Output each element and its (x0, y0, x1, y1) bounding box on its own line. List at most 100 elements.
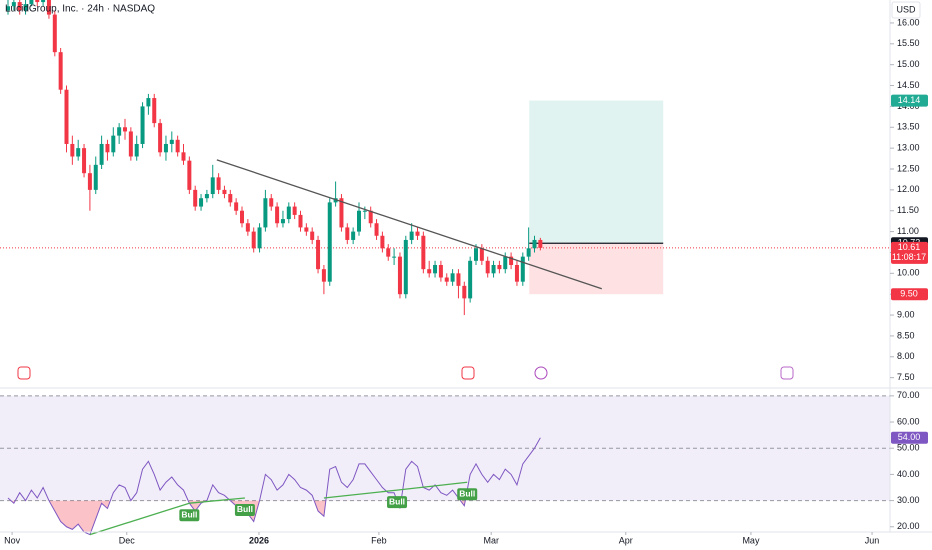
candle-body (509, 256, 514, 265)
y-tick-label: 30.00 (897, 495, 920, 505)
y-tick-label: 8.00 (897, 351, 915, 361)
candle-body (105, 143, 110, 153)
divergence-label: Bull (181, 509, 197, 519)
candle-body (491, 264, 496, 274)
candle-body (503, 256, 508, 270)
y-tick-label: 14.50 (897, 80, 920, 90)
candle-body (310, 231, 315, 240)
candle-body (526, 248, 531, 257)
price-tag (891, 288, 928, 301)
candle-body (17, 2, 22, 11)
y-tick-label: 13.00 (897, 143, 920, 153)
candle-body (123, 127, 127, 132)
divergence-label: Bull (237, 504, 253, 514)
candle-body (386, 248, 391, 257)
price-pane (0, 0, 890, 316)
y-tick-label: 70.00 (897, 390, 920, 400)
candle-body (158, 123, 163, 153)
rsi-oversold-fill (8, 500, 541, 532)
x-tick-label: 2026 (249, 535, 269, 545)
candle-body (140, 106, 145, 144)
candle-body (316, 239, 321, 270)
currency-box[interactable] (891, 1, 921, 19)
candle-body (538, 239, 543, 248)
candle-body (380, 235, 385, 249)
candle-body (438, 264, 443, 278)
candle-body (163, 143, 168, 153)
rsi-tag (891, 431, 928, 444)
x-tick-label: Jun (865, 535, 880, 545)
x-tick-label: Feb (371, 535, 387, 545)
y-tick-label: 40.00 (897, 469, 920, 479)
candle-body (339, 198, 344, 228)
candle-body (11, 2, 16, 7)
divergence-label: Bull (389, 496, 405, 506)
candle-body (485, 260, 490, 274)
candle-body (269, 198, 274, 207)
price-tag-label: 10.61 (898, 242, 921, 252)
divergence-label: Bull (459, 489, 475, 499)
countdown: 11:08:17 (892, 252, 926, 262)
candle-body (345, 227, 350, 240)
candle-body (351, 231, 356, 240)
candle-body (462, 285, 467, 299)
candle-body (362, 210, 367, 212)
earnings-icon[interactable] (780, 366, 794, 380)
x-tick-label: Apr (619, 535, 633, 545)
rsi-pane: Bull Bull Bull Bull (0, 395, 890, 536)
price-tag (891, 241, 928, 264)
y-tick-label: 13.50 (897, 122, 920, 132)
candle-body (275, 206, 280, 224)
y-tick-label: 9.00 (897, 309, 915, 319)
earnings-icon[interactable] (461, 366, 475, 380)
event-icons (17, 366, 794, 380)
candle-body (234, 202, 239, 211)
y-tick-label: 12.00 (897, 184, 920, 194)
candle-body (298, 214, 303, 228)
price-tag (891, 94, 928, 107)
candle-body (175, 139, 180, 153)
y-tick-label: 10.00 (897, 268, 920, 278)
price-tag-label: 14.14 (898, 95, 921, 105)
candle-body (93, 164, 98, 190)
rsi-tag-label: 54.00 (898, 432, 921, 442)
candle-body (251, 231, 256, 249)
trendline (216, 159, 602, 290)
divergence-line (189, 497, 245, 504)
candle-body (433, 264, 438, 274)
earnings-icon[interactable] (17, 366, 31, 380)
x-tick-label: Nov (4, 535, 21, 545)
candle-body (64, 89, 69, 144)
candle-body (117, 127, 122, 136)
candle-body (23, 4, 28, 11)
candle-body (187, 160, 192, 190)
candle-body (29, 0, 34, 5)
divergence-line (396, 481, 468, 491)
candle-body (128, 131, 133, 157)
candle-body (228, 194, 233, 203)
rsi-line (7, 437, 541, 536)
candle-body (520, 256, 525, 282)
candle-body (280, 219, 285, 224)
dividend-icon[interactable] (534, 366, 548, 380)
candle-body (444, 277, 449, 282)
candle-body (87, 173, 92, 190)
candle-body (169, 139, 174, 144)
candle-body (304, 227, 309, 232)
candle-body (497, 264, 502, 270)
candle-body (134, 143, 139, 157)
candle-body (368, 210, 373, 224)
candle-body (374, 223, 379, 236)
divergence-line (89, 502, 190, 536)
price-tag-label: 9.50 (900, 289, 918, 299)
candle-body (210, 177, 215, 195)
candle-body (216, 177, 221, 190)
y-tick-label: 7.50 (897, 372, 915, 382)
y-tick-label: 15.50 (897, 38, 920, 48)
divergence-badge (387, 496, 408, 509)
candle-body (58, 52, 63, 90)
candle-body (82, 148, 87, 174)
candle-body (392, 256, 397, 258)
candle-body (111, 135, 116, 153)
